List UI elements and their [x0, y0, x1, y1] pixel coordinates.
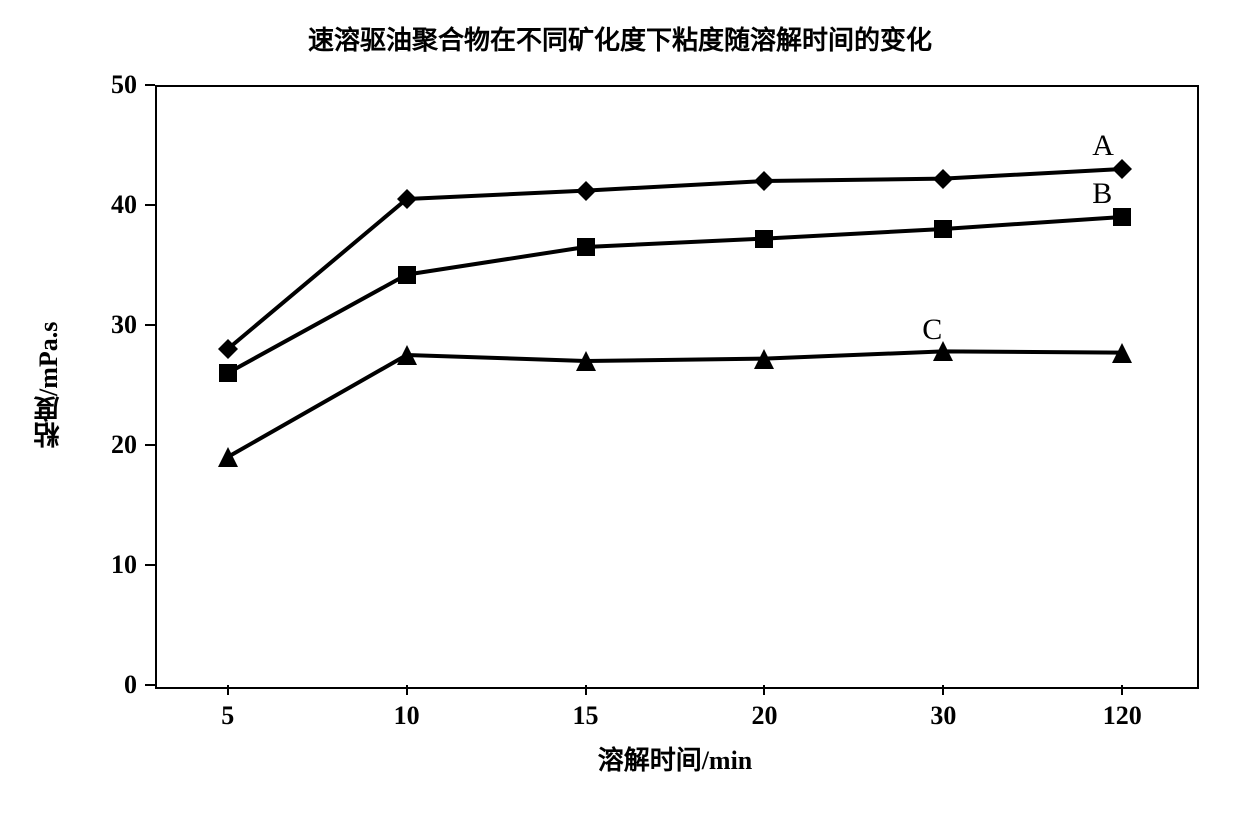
series-marker-A	[1112, 159, 1132, 179]
series-marker-A	[397, 189, 417, 209]
series-label-C: C	[922, 313, 942, 347]
y-tick	[145, 324, 155, 326]
y-tick	[145, 204, 155, 206]
series-marker-B	[1113, 208, 1131, 226]
series-marker-B	[219, 364, 237, 382]
x-tick	[227, 685, 229, 695]
x-tick-label: 20	[724, 701, 804, 731]
x-tick-label: 30	[903, 701, 983, 731]
series-marker-A	[218, 339, 238, 359]
series-marker-C	[397, 345, 417, 365]
series-marker-B	[755, 230, 773, 248]
y-tick	[145, 84, 155, 86]
x-tick	[942, 685, 944, 695]
x-axis-label: 溶解时间/min	[155, 740, 1195, 777]
y-tick-label: 20	[111, 430, 137, 460]
x-tick	[585, 685, 587, 695]
series-marker-C	[754, 349, 774, 369]
plot-area	[155, 85, 1199, 689]
y-tick	[145, 564, 155, 566]
chart-container: 速溶驱油聚合物在不同矿化度下粘度随溶解时间的变化 粘度/mPa.s 溶解时间/m…	[0, 0, 1240, 828]
series-label-B: B	[1092, 177, 1112, 211]
series-marker-A	[754, 171, 774, 191]
series-marker-C	[218, 447, 238, 467]
chart-title: 速溶驱油聚合物在不同矿化度下粘度随溶解时间的变化	[0, 20, 1240, 57]
x-tick	[763, 685, 765, 695]
series-marker-B	[398, 266, 416, 284]
series-marker-B	[934, 220, 952, 238]
y-tick-label: 0	[124, 670, 137, 700]
series-marker-A	[576, 181, 596, 201]
y-tick	[145, 444, 155, 446]
series-marker-C	[576, 351, 596, 371]
x-tick-label: 15	[546, 701, 626, 731]
y-tick-label: 40	[111, 190, 137, 220]
x-tick-label: 120	[1082, 701, 1162, 731]
series-label-A: A	[1092, 129, 1114, 163]
x-tick-label: 10	[367, 701, 447, 731]
series-marker-A	[933, 169, 953, 189]
y-tick	[145, 684, 155, 686]
x-tick-label: 5	[188, 701, 268, 731]
y-tick-label: 30	[111, 310, 137, 340]
y-tick-label: 10	[111, 550, 137, 580]
y-axis-label: 粘度/mPa.s	[30, 305, 67, 465]
series-marker-B	[577, 238, 595, 256]
x-tick	[406, 685, 408, 695]
y-tick-label: 50	[111, 70, 137, 100]
x-tick	[1121, 685, 1123, 695]
series-marker-C	[1112, 343, 1132, 363]
